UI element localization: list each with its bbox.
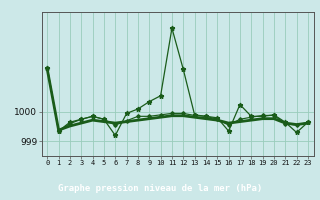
Text: Graphe pression niveau de la mer (hPa): Graphe pression niveau de la mer (hPa) (58, 184, 262, 193)
